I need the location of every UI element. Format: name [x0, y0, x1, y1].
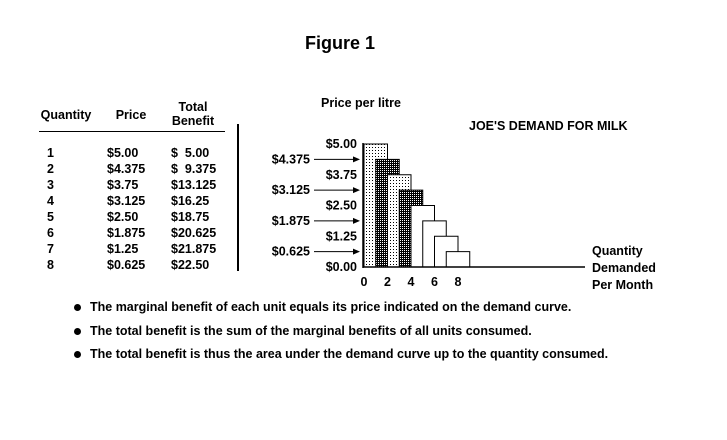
- cell-price: $2.50: [107, 210, 139, 224]
- header-quantity: Quantity: [40, 108, 92, 122]
- table-row: 5 $2.50 $18.75: [30, 209, 235, 225]
- bullet-item: The total benefit is thus the area under…: [73, 346, 608, 370]
- bullet-text: The marginal benefit of each unit equals…: [90, 300, 572, 314]
- x-tick-label: 0: [361, 275, 368, 289]
- cell-price: $0.625: [107, 258, 146, 272]
- cell-price: $1.875: [107, 226, 146, 240]
- y-tick-label: $0.00: [326, 260, 357, 274]
- x-tick-label: 4: [408, 275, 415, 289]
- cell-quantity: 7: [47, 242, 54, 256]
- cell-quantity: 8: [47, 258, 54, 272]
- header-total-benefit-line2: Benefit: [171, 114, 215, 128]
- cell-total-benefit: $22.50: [171, 258, 210, 272]
- table-row: 6 $1.875 $20.625: [30, 225, 235, 241]
- cell-total-benefit: $16.25: [171, 194, 210, 208]
- cell-quantity: 2: [47, 162, 54, 176]
- y-tick-label: $3.75: [326, 168, 357, 182]
- y-axis-label: Price per litre: [321, 96, 401, 110]
- arrow-head-icon: [353, 156, 360, 163]
- x-tick-label: 6: [431, 275, 438, 289]
- bullet-item: The total benefit is the sum of the marg…: [73, 323, 608, 347]
- y-tick-label: $5.00: [326, 137, 357, 151]
- table-row: 7 $1.25 $21.875: [30, 241, 235, 257]
- y-arrow-tick-label: $3.125: [272, 183, 310, 197]
- cell-quantity: 4: [47, 194, 54, 208]
- cell-price: $3.125: [107, 194, 146, 208]
- table-divider: [237, 124, 239, 271]
- cell-price: $3.75: [107, 178, 139, 192]
- bullet-list: The marginal benefit of each unit equals…: [73, 299, 608, 370]
- header-total-benefit-line1: Total: [178, 100, 208, 114]
- arrow-head-icon: [353, 187, 360, 194]
- x-axis-label-line2: Demanded: [592, 261, 656, 275]
- cell-quantity: 1: [47, 146, 54, 160]
- bullet-dot-icon: [74, 327, 81, 335]
- y-tick-label: $2.50: [326, 199, 357, 213]
- table-row: 1 $5.00 $ 5.00: [30, 145, 235, 161]
- cell-total-benefit: $ 9.375: [171, 162, 217, 176]
- chart-marks: $5.00 $3.75 $2.50 $1.25 $0.00 $4.375 $3.125 $1.…: [272, 137, 471, 289]
- table-row: 4 $3.125 $16.25: [30, 193, 235, 209]
- cell-quantity: 3: [47, 178, 54, 192]
- bullet-text: The total benefit is thus the area under…: [90, 347, 609, 361]
- x-tick-label: 2: [384, 275, 391, 289]
- arrow-head-icon: [353, 248, 360, 255]
- y-arrow-tick-label: $0.625: [272, 245, 310, 259]
- cell-quantity: 5: [47, 210, 54, 224]
- cell-total-benefit: $20.625: [171, 226, 217, 240]
- arrow-head-icon: [353, 217, 360, 224]
- bullet-item: The marginal benefit of each unit equals…: [73, 299, 608, 323]
- figure-title: Figure 1: [304, 33, 375, 53]
- bullet-text: The total benefit is the sum of the marg…: [90, 323, 532, 338]
- cell-price: $4.375: [107, 162, 146, 176]
- y-tick-label: $1.25: [326, 229, 357, 243]
- bar-8: [445, 251, 471, 268]
- header-price: Price: [115, 108, 147, 122]
- cell-total-benefit: $21.875: [171, 242, 217, 256]
- x-axis-label-line3: Per Month: [592, 278, 653, 292]
- bullet-dot-icon: [74, 351, 81, 358]
- table-row: 2 $4.375 $ 9.375: [30, 161, 235, 177]
- cell-quantity: 6: [47, 226, 54, 240]
- table-row: 3 $3.75 $13.125: [30, 177, 235, 193]
- chart-title: JOE'S DEMAND FOR MILK: [469, 119, 628, 133]
- cell-total-benefit: $13.125: [171, 178, 217, 192]
- y-arrow-tick-label: $4.375: [272, 152, 310, 166]
- cell-price: $5.00: [107, 146, 139, 160]
- cell-price: $1.25: [107, 242, 139, 256]
- x-tick-label: 8: [455, 275, 462, 289]
- table-header-rule: [39, 131, 225, 132]
- bullet-dot-icon: [74, 304, 81, 311]
- cell-total-benefit: $ 5.00: [171, 146, 210, 160]
- x-axis-label-line1: Quantity: [592, 244, 643, 258]
- y-arrow-tick-label: $1.875: [272, 214, 310, 228]
- table-row: 8 $0.625 $22.50: [30, 257, 235, 273]
- cell-total-benefit: $18.75: [171, 210, 210, 224]
- table-body: 1 $5.00 $ 5.00 2 $4.375 $ 9.375 3 $3.75 $13.125 4…: [30, 145, 235, 273]
